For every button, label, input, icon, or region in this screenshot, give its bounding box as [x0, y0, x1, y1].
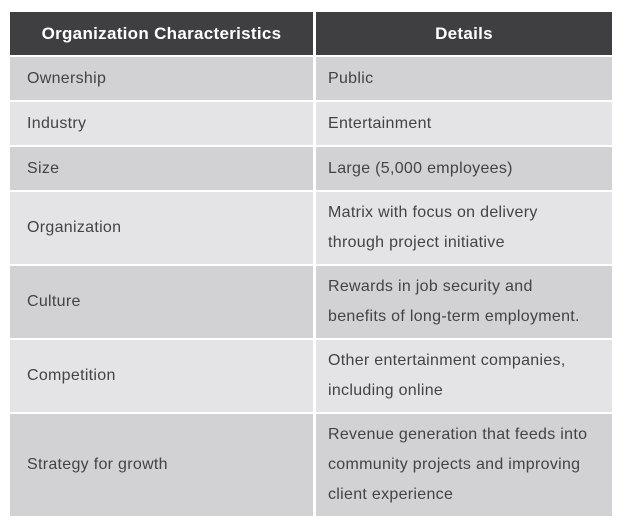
detail-cell: Other entertainment companies, including… — [316, 340, 612, 412]
table-body: Ownership Public Industry Entertainment … — [10, 57, 612, 516]
table-row: Industry Entertainment — [10, 102, 612, 145]
characteristic-cell: Organization — [10, 192, 313, 264]
characteristic-cell: Size — [10, 147, 313, 190]
characteristic-cell: Industry — [10, 102, 313, 145]
column-header-organization-characteristics: Organization Characteristics — [10, 12, 313, 55]
detail-cell: Entertainment — [316, 102, 612, 145]
table-row: Culture Rewards in job security and bene… — [10, 266, 612, 338]
table-row: Competition Other entertainment companie… — [10, 340, 612, 412]
table-row: Strategy for growth Revenue generation t… — [10, 414, 612, 516]
characteristic-cell: Ownership — [10, 57, 313, 100]
detail-cell: Rewards in job security and benefits of … — [316, 266, 612, 338]
detail-cell: Matrix with focus on delivery through pr… — [316, 192, 612, 264]
characteristic-cell: Competition — [10, 340, 313, 412]
characteristic-cell: Strategy for growth — [10, 414, 313, 516]
table-row: Organization Matrix with focus on delive… — [10, 192, 612, 264]
detail-cell: Large (5,000 employees) — [316, 147, 612, 190]
table-row: Size Large (5,000 employees) — [10, 147, 612, 190]
detail-cell: Revenue generation that feeds into commu… — [316, 414, 612, 516]
detail-cell: Public — [316, 57, 612, 100]
organization-characteristics-table: Organization Characteristics Details Own… — [10, 12, 612, 518]
characteristic-cell: Culture — [10, 266, 313, 338]
table-row: Ownership Public — [10, 57, 612, 100]
table-header-row: Organization Characteristics Details — [10, 12, 612, 55]
column-header-details: Details — [316, 12, 612, 55]
